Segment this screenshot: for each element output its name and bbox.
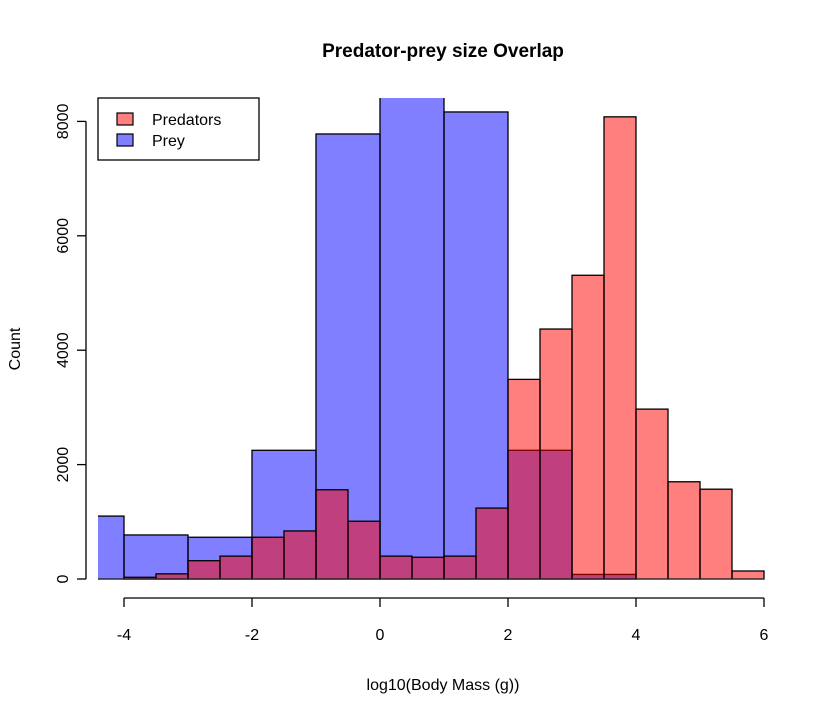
x-tick-label: -2 xyxy=(245,627,259,644)
x-axis-label: log10(Body Mass (g)) xyxy=(367,677,520,694)
bar-predators-5 xyxy=(283,530,317,580)
bar-predators-9 xyxy=(411,556,445,580)
bar-predators-15 xyxy=(603,116,637,580)
bar-predators-4 xyxy=(251,536,285,580)
x-tick-label: 6 xyxy=(760,627,769,644)
bar-predators-2 xyxy=(187,560,221,580)
bar-predators-11 xyxy=(475,507,509,580)
bar-prey-5 xyxy=(379,98,445,580)
x-tick-label: -4 xyxy=(117,627,131,644)
bar-predators-8 xyxy=(379,555,413,580)
x-tick-label: 0 xyxy=(376,627,385,644)
bar-predators-12 xyxy=(507,378,541,580)
x-tick-label: 4 xyxy=(632,627,641,644)
bar-predators-7 xyxy=(347,520,381,580)
x-axis: -4 -2 0 2 4 6 xyxy=(117,597,769,644)
legend-swatch-predators xyxy=(116,112,134,126)
y-tick-label: 6000 xyxy=(55,218,72,254)
bars-layer xyxy=(98,98,765,580)
bar-prey-0 xyxy=(98,515,125,580)
bar-predators-18 xyxy=(699,488,733,580)
y-axis-label: Count xyxy=(7,327,24,370)
bar-predators-14 xyxy=(571,274,605,580)
y-axis: 0 2000 4000 6000 8000 xyxy=(55,104,87,583)
bar-predators-1 xyxy=(155,573,189,580)
bar-predators-6 xyxy=(315,489,349,580)
y-tick-label: 4000 xyxy=(55,332,72,368)
legend-box xyxy=(97,97,260,161)
y-tick-label: 8000 xyxy=(55,104,72,140)
series-predators xyxy=(123,116,765,580)
bar-predators-19 xyxy=(731,570,765,580)
legend-label-prey: Prey xyxy=(152,133,185,150)
bar-predators-3 xyxy=(219,555,253,580)
bar-predators-13 xyxy=(539,328,573,580)
legend: Predators Prey xyxy=(97,97,260,161)
chart-title: Predator-prey size Overlap xyxy=(322,41,564,62)
bar-predators-10 xyxy=(443,555,477,580)
legend-label-predators: Predators xyxy=(152,112,221,129)
legend-swatch-prey xyxy=(116,133,134,147)
y-tick-label: 0 xyxy=(55,574,72,583)
bar-predators-17 xyxy=(667,481,701,580)
x-tick-label: 2 xyxy=(504,627,513,644)
bar-predators-16 xyxy=(635,408,669,580)
y-tick-label: 2000 xyxy=(55,447,72,483)
bar-prey-1 xyxy=(123,534,189,580)
